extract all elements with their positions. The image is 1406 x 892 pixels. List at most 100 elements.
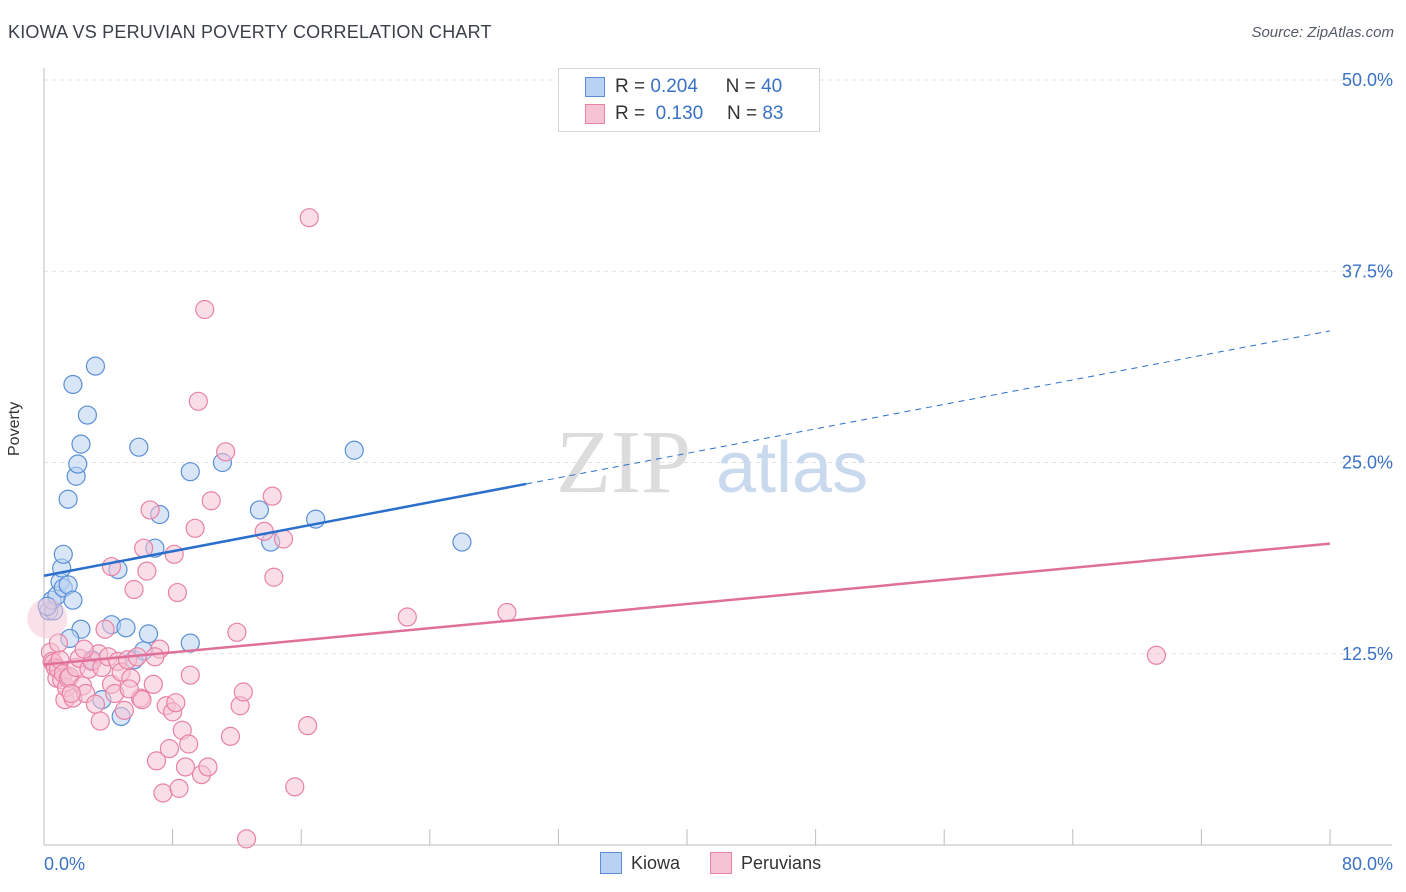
y-tick-label-3: 50.0%	[1342, 70, 1393, 90]
kiowa-legend-label: Kiowa	[631, 852, 681, 873]
peruvians-point-43	[159, 739, 179, 759]
kiowa-point-7	[63, 590, 83, 610]
peruvians-r-label: R =	[615, 103, 646, 124]
y-tick-label-0: 12.5%	[1342, 644, 1393, 664]
axes	[43, 68, 1392, 846]
trend-lines	[43, 330, 1331, 666]
kiowa-point-31	[180, 633, 200, 653]
peruvians-point-41	[153, 783, 173, 803]
kiowa-point-16	[85, 356, 106, 376]
peruvians-point-51	[164, 544, 184, 564]
chart-title: KIOWA VS PERUVIAN POVERTY CORRELATION CH…	[8, 22, 492, 42]
peruvians-point-81	[61, 683, 81, 704]
kiowa-legend-swatch	[600, 852, 622, 874]
peruvians-point-74	[90, 711, 110, 731]
kiowa-point-15	[77, 405, 98, 425]
peruvians-point-53	[188, 391, 208, 411]
peruvians-point-63	[236, 829, 257, 849]
peruvians-point-72	[497, 602, 517, 623]
peruvians-point-49	[179, 734, 199, 754]
kiowa-point-38	[452, 532, 472, 552]
kiowa-point-27	[138, 624, 159, 644]
y-axis-label: Poverty	[6, 401, 23, 456]
y-tick-label-1: 25.0%	[1342, 453, 1393, 473]
peruvians-point-46	[169, 778, 189, 798]
peruvians-point-20	[85, 694, 106, 714]
kiowa-point-13	[71, 434, 91, 454]
peruvians-point-56	[198, 757, 218, 777]
peruvians-point-59	[220, 726, 241, 746]
peruvians-point-57	[201, 491, 221, 511]
kiowa-point-37	[344, 440, 364, 460]
kiowa-r-value: 0.204	[650, 76, 698, 97]
peruvians-point-45	[166, 693, 186, 713]
peruvians-n-label: N =	[726, 103, 758, 124]
peruvians-point-48	[175, 757, 196, 777]
peruvians-point-73	[1146, 645, 1166, 665]
peruvians-point-79	[74, 639, 94, 659]
source-label: Source: ZipAtlas.com	[1251, 24, 1394, 41]
tick-labels: 12.5% 25.0% 37.5% 50.0% 0.0% 80.0%	[44, 70, 1393, 874]
kiowa-point-25	[129, 437, 149, 457]
legend-item-peruvians[interactable]: Peruvians	[710, 852, 821, 874]
kiowa-point-10	[58, 489, 78, 509]
kiowa-trend-extension	[526, 330, 1331, 485]
peruvians-point-82	[132, 690, 152, 710]
peruvians-cluster-point	[27, 598, 68, 639]
peruvians-point-58	[216, 442, 236, 462]
kiowa-point-32	[180, 462, 200, 482]
x-tick-label-1: 80.0%	[1342, 854, 1393, 874]
kiowa-point-12	[68, 454, 88, 474]
peruvians-point-62	[233, 682, 253, 702]
peruvians-point-76	[145, 647, 165, 667]
kiowa-n-value: 40	[761, 76, 783, 97]
peruvians-point-66	[264, 567, 284, 587]
peruvians-point-71	[397, 607, 417, 627]
peruvians-point-70	[299, 208, 319, 228]
watermark-zip: ZIP	[556, 413, 691, 512]
grid-lines	[44, 79, 1392, 655]
peruvians-point-52	[185, 518, 205, 538]
peruvians-point-23	[95, 619, 115, 639]
peruvians-point-32	[124, 579, 144, 600]
peruvians-point-77	[180, 665, 200, 685]
peruvians-point-60	[227, 622, 247, 642]
y-tick-label-2: 37.5%	[1342, 261, 1393, 281]
legend-row-kiowa: R = 0.204 N = 40	[585, 75, 782, 99]
peruvians-legend-swatch	[710, 852, 733, 874]
kiowa-swatch	[585, 77, 605, 97]
peruvians-point-75	[119, 679, 139, 699]
kiowa-n-label: N =	[725, 76, 756, 97]
kiowa-point-9	[53, 544, 73, 564]
peruvians-point-29	[114, 700, 134, 720]
peruvians-point-50	[167, 582, 188, 603]
peruvians-points	[27, 208, 1166, 849]
watermark-atlas: atlas	[716, 428, 868, 508]
kiowa-trend-line	[43, 482, 527, 577]
kiowa-point-34	[249, 500, 270, 520]
peruvians-r-value: 0.130	[655, 103, 704, 124]
peruvians-trend-line	[43, 542, 1331, 666]
x-tick-label-0: 0.0%	[44, 854, 85, 874]
peruvians-point-67	[273, 529, 294, 549]
legend-row-peruvians: R = 0.130 N = 83	[585, 102, 783, 126]
kiowa-point-14	[63, 374, 83, 395]
peruvians-point-68	[285, 777, 305, 797]
peruvians-legend-label: Peruvians	[741, 852, 822, 873]
peruvians-point-39	[146, 751, 167, 771]
peruvians-point-36	[137, 561, 157, 581]
peruvians-point-37	[140, 500, 160, 520]
stats-legend: R = 0.204 N = 40 R = 0.130 N = 83	[558, 68, 820, 132]
peruvians-point-78	[101, 556, 122, 577]
peruvians-point-38	[143, 674, 163, 694]
peruvians-n-value: 83	[762, 103, 784, 124]
peruvians-point-65	[262, 486, 282, 506]
kiowa-r-label: R =	[615, 76, 646, 97]
legend-item-kiowa[interactable]: Kiowa	[600, 852, 680, 874]
peruvians-point-69	[298, 716, 318, 736]
peruvians-swatch	[585, 104, 605, 124]
peruvians-point-55	[195, 299, 215, 320]
series-legend: Kiowa Peruvians	[600, 852, 851, 874]
kiowa-point-23	[116, 618, 136, 638]
